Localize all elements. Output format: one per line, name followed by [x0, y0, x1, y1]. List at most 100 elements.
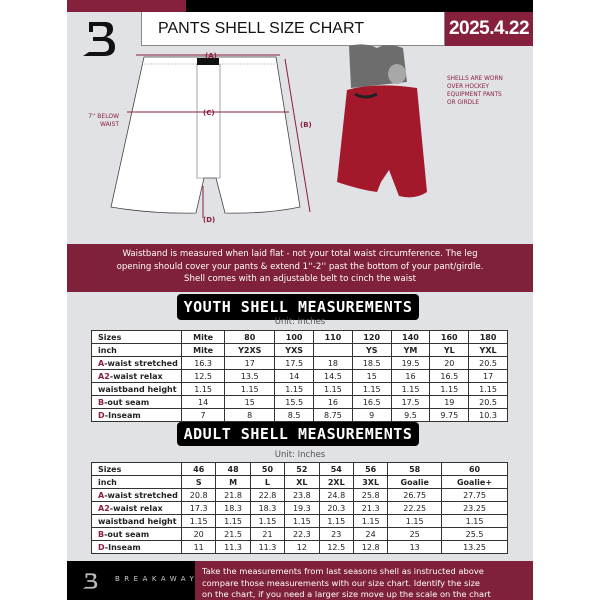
table-cell: Goalie [387, 475, 443, 489]
top-bar [186, 0, 533, 12]
note-line: EQUIPMENT PANTS [447, 92, 502, 98]
measure-name: -waist stretched [104, 358, 178, 368]
table-cell: 10.3 [468, 408, 508, 422]
table-cell: 27.75 [441, 488, 508, 502]
table-cell: 20.8 [180, 488, 217, 502]
table-cell: 1.15 [180, 514, 217, 528]
shell-worn-note: SHELLS ARE WORN OVER HOCKEY EQUIPMENT PA… [447, 75, 503, 107]
table-cell: 1.15 [468, 382, 508, 396]
table-row: Sizes 46 48 50 52 54 56 58 60 [91, 462, 508, 476]
table-cell: 8 [224, 408, 276, 422]
label-b: (B) [300, 121, 312, 129]
table-cell: 22.25 [387, 501, 443, 515]
table-cell: 1.15 [390, 382, 431, 396]
row-label: A2-waist relax [91, 501, 182, 515]
measure-name: Sizes [98, 464, 122, 474]
row-label: waistband height [91, 514, 182, 528]
table-cell: 14 [274, 369, 315, 383]
table-row: inch S M L XL 2XL 3XL Goalie Goalie+ [91, 475, 508, 489]
table-cell: 12.5 [180, 369, 226, 383]
table-cell: 25.8 [352, 488, 389, 502]
table-row: A2-waist relax 12.5 13.5 14 14.5 15 16 16.5 17 [91, 369, 508, 383]
measure-name: -Inseam [104, 542, 141, 552]
table-cell: 21 [249, 527, 286, 541]
footer-line: compare those measurements with our size… [202, 577, 481, 588]
table-cell: 54 [318, 462, 354, 476]
measure-code: D [98, 542, 105, 552]
table-cell: Goalie+ [441, 475, 508, 489]
table-cell: 2XL [318, 475, 354, 489]
table-cell: 7 [180, 408, 226, 422]
measure-code: B [98, 529, 105, 539]
measure-code: D [98, 410, 105, 420]
table-cell: 58 [387, 462, 443, 476]
table-row: waistband height 1.15 1.15 1.15 1.15 1.15 1.15… [91, 514, 508, 528]
measure-name: -waist stretched [104, 490, 178, 500]
table-cell: 1.15 [387, 514, 443, 528]
table-cell: YM [390, 343, 431, 357]
table-cell: YXS [274, 343, 315, 357]
pants-diagram [110, 54, 311, 218]
table-cell: 1.15 [441, 514, 508, 528]
brand-name: BREAKAWAY [115, 575, 199, 583]
measurement-info-banner: Waistband is measured when laid flat - n… [67, 244, 533, 292]
table-cell: 20.3 [318, 501, 354, 515]
table-cell [313, 343, 353, 357]
table-cell: S [180, 475, 217, 489]
measure-code: A [98, 358, 105, 368]
table-row: B-out seam 20 21.5 21 22.3 23 24 25 25.5 [91, 527, 508, 541]
table-cell: 16.5 [429, 369, 470, 383]
measure-name: -out seam [104, 529, 150, 539]
table-cell: 3XL [352, 475, 389, 489]
table-cell: 8.5 [274, 408, 315, 422]
table-cell: 12.5 [318, 540, 354, 554]
table-cell: 12.8 [352, 540, 389, 554]
table-row: B-out seam 14 15 15.5 16 16.5 17.5 19 20.5 [91, 395, 508, 409]
label-d: (D) [203, 216, 216, 224]
table-cell: 22.3 [284, 527, 320, 541]
table-cell: 11.3 [215, 540, 251, 554]
table-cell: 21.5 [215, 527, 251, 541]
table-cell: 80 [224, 330, 276, 344]
table-cell: 14 [180, 395, 226, 409]
table-cell: 9 [351, 408, 392, 422]
table-cell: 17.5 [274, 356, 315, 370]
row-label: Sizes [91, 330, 182, 344]
table-cell: 1.15 [352, 514, 389, 528]
table-cell: 19.5 [390, 356, 431, 370]
table-cell: 16.3 [180, 356, 226, 370]
note-line: SHELLS ARE WORN [447, 76, 503, 82]
table-cell: 56 [352, 462, 389, 476]
table-cell: 1.15 [224, 382, 276, 396]
table-cell: 48 [215, 462, 251, 476]
table-cell: 15 [224, 395, 276, 409]
table-cell: 1.15 [215, 514, 251, 528]
table-cell: 180 [468, 330, 508, 344]
table-cell: 18.5 [351, 356, 392, 370]
below-waist-line: WAIST [100, 121, 119, 128]
measure-code: B [98, 397, 105, 407]
table-cell: 1.15 [284, 514, 320, 528]
footer-instructions: Take the measurements from last seasons … [195, 561, 533, 600]
adult-size-table: Sizes 46 48 50 52 54 56 58 60 inch S M L XL 2XL 3XL Goal… [91, 462, 508, 554]
footer-logo [82, 573, 98, 589]
table-cell: 17.5 [390, 395, 431, 409]
row-label: A-waist stretched [91, 488, 182, 502]
table-row: waistband height 1.15 1.15 1.15 1.15 1.15 1.15… [91, 382, 508, 396]
table-cell: 100 [274, 330, 315, 344]
table-cell: 15.5 [274, 395, 315, 409]
table-cell: 23.25 [441, 501, 508, 515]
table-cell: 11.3 [249, 540, 286, 554]
measure-name: Sizes [98, 332, 122, 342]
table-row: inch Mite Y2XS YXS YS YM YL YXL [91, 343, 508, 357]
row-label: D-Inseam [91, 540, 182, 554]
label-c: (C) [203, 109, 215, 117]
table-cell: 18.3 [249, 501, 286, 515]
table-cell: Mite [180, 330, 226, 344]
table-cell: 20 [180, 527, 217, 541]
measure-name: -waist relax [109, 503, 163, 513]
table-cell: 1.15 [318, 514, 354, 528]
table-cell: 13 [387, 540, 443, 554]
table-cell: 17 [224, 356, 276, 370]
table-cell: 1.15 [313, 382, 353, 396]
